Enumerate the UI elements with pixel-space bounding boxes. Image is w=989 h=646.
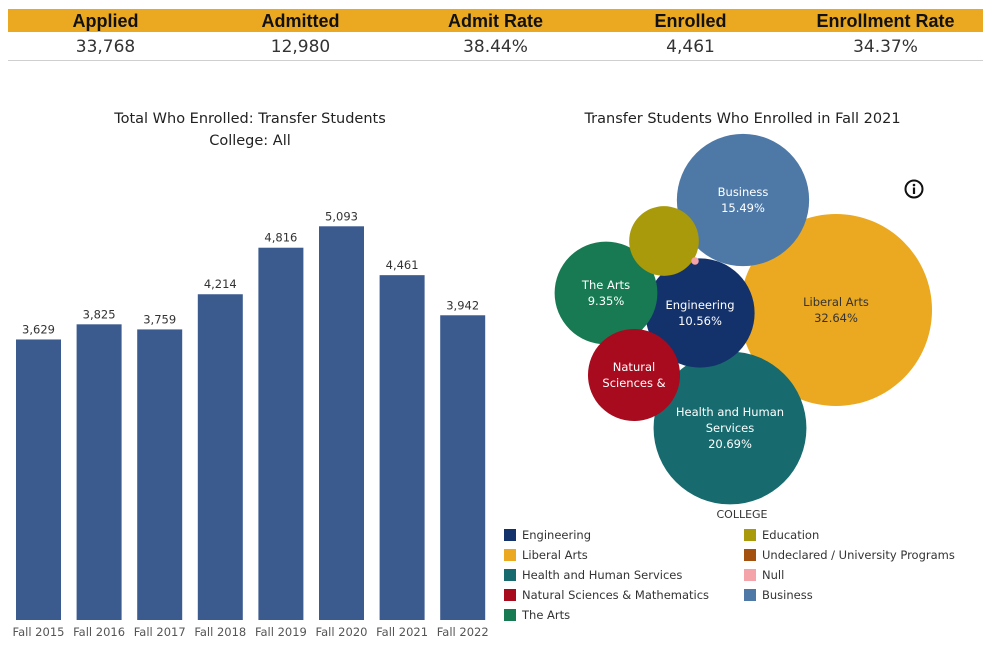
bubble-label: 15.49% (721, 201, 765, 215)
legend-label: Health and Human Services (522, 568, 683, 582)
legend-label: Undeclared / University Programs (762, 548, 955, 562)
kpi-header-row: Applied Admitted Admit Rate Enrolled Enr… (8, 9, 983, 32)
legend-item-natural-sciences[interactable]: Natural Sciences & Mathematics (504, 587, 709, 603)
legend-label: Null (762, 568, 785, 582)
bar (76, 324, 122, 620)
x-tick-label: Fall 2022 (437, 625, 489, 639)
info-circle-icon[interactable] (904, 179, 924, 199)
college-bubble-chart: Liberal Arts 32.64% Health and Human Servic… (554, 133, 932, 505)
legend-swatch (504, 549, 516, 561)
bubble-label: 10.56% (678, 314, 722, 328)
legend-label: Education (762, 528, 820, 542)
legend-item-undeclared[interactable]: Undeclared / University Programs (744, 547, 955, 563)
x-tick-label: Fall 2019 (255, 625, 307, 639)
kpi-label-admit-rate: Admit Rate (447, 11, 543, 31)
bar-chart-title: Total Who Enrolled: Transfer Students Co… (60, 108, 440, 152)
x-tick-label: Fall 2015 (13, 625, 65, 639)
legend-swatch (744, 589, 756, 601)
legend-item-liberal-arts[interactable]: Liberal Arts (504, 547, 588, 563)
bar (16, 339, 61, 620)
kpi-value-applied: 33,768 (75, 37, 136, 57)
legend-label: Natural Sciences & Mathematics (522, 588, 710, 602)
bar (137, 329, 183, 620)
bubble-the-arts (554, 241, 658, 345)
x-tick-label: Fall 2018 (194, 625, 246, 639)
bar-value-label: 3,942 (446, 298, 479, 312)
kpi-label-applied: Applied (72, 11, 139, 31)
legend-item-the-arts[interactable]: The Arts (504, 607, 570, 623)
legend-swatch (504, 609, 516, 621)
bubble-label: 20.69% (708, 437, 752, 451)
bar-value-label: 3,629 (22, 322, 55, 336)
bar (258, 247, 304, 621)
legend-swatch (744, 549, 756, 561)
legend-label: Business (762, 588, 813, 602)
bubble-label: Health and Human (676, 405, 784, 419)
bar (440, 315, 486, 620)
kpi-label-admitted: Admitted (261, 11, 340, 31)
legend-item-health-and-human-services[interactable]: Health and Human Services (504, 567, 682, 583)
kpi-value-enrollment-rate: 34.37% (853, 37, 918, 57)
legend-swatch (504, 589, 516, 601)
legend-title: COLLEGE (716, 508, 768, 521)
bubble-health-and-human-services (653, 351, 807, 505)
legend-label: Liberal Arts (522, 548, 588, 562)
bar-value-label: 3,825 (83, 307, 116, 321)
bar (319, 226, 364, 620)
bubble-label: 9.35% (588, 294, 625, 308)
bubble-label: Natural (613, 360, 655, 374)
legend-swatch (744, 529, 756, 541)
bar (379, 275, 425, 620)
bar-value-label: 4,214 (204, 277, 237, 291)
legend-swatch (744, 569, 756, 581)
bubble-engineering (645, 258, 755, 368)
college-legend: Engineering Liberal Arts Health and Huma… (504, 527, 974, 627)
bubble-business (676, 133, 810, 267)
kpi-values-row: 33,768 12,980 38.44% 4,461 34.37% (8, 33, 983, 61)
bubble-label: Business (718, 185, 769, 199)
bubble-label: Services (706, 421, 755, 435)
kpi-value-enrolled: 4,461 (666, 37, 715, 57)
bar-value-label: 3,759 (143, 312, 176, 326)
kpi-value-admit-rate: 38.44% (463, 37, 528, 57)
bar-chart-title-line1: Total Who Enrolled: Transfer Students (114, 111, 386, 127)
legend-item-null[interactable]: Null (744, 567, 784, 583)
legend-swatch (504, 529, 516, 541)
bar-value-label: 5,093 (325, 209, 358, 223)
bar-chart-subtitle: College: All (209, 133, 291, 149)
x-tick-label: Fall 2020 (316, 625, 368, 639)
x-tick-label: Fall 2021 (376, 625, 428, 639)
bar-value-label: 4,816 (264, 231, 297, 245)
x-tick-label: Fall 2017 (134, 625, 186, 639)
bubble-label: Sciences & (602, 376, 665, 390)
enrollment-bar-chart: 3,629 Fall 2015 3,825 Fall 2016 3,759 Fall 20… (13, 209, 489, 639)
legend-item-education[interactable]: Education (744, 527, 819, 543)
kpi-label-enrollment-rate: Enrollment Rate (816, 11, 955, 31)
legend-item-engineering[interactable]: Engineering (504, 527, 591, 543)
bubble-chart-title: Transfer Students Who Enrolled in Fall 2… (584, 111, 901, 127)
bubble-label: Liberal Arts (803, 295, 869, 309)
bubble-label: Engineering (666, 298, 735, 312)
legend-item-business[interactable]: Business (744, 587, 813, 603)
kpi-label-enrolled: Enrolled (654, 11, 727, 31)
legend-label: The Arts (522, 608, 571, 622)
bubble-label: The Arts (581, 278, 630, 292)
bubble-label: 32.64% (814, 311, 858, 325)
bubble-education (629, 206, 699, 276)
bubble-natural-sciences-mathematics (587, 328, 681, 422)
bubble-null (691, 257, 699, 265)
legend-swatch (504, 569, 516, 581)
x-tick-label: Fall 2016 (73, 625, 125, 639)
legend-label: Engineering (522, 528, 591, 542)
bubble-liberal-arts (740, 214, 932, 406)
kpi-value-admitted: 12,980 (270, 37, 331, 57)
bar-value-label: 4,461 (386, 258, 419, 272)
bar (197, 294, 243, 620)
